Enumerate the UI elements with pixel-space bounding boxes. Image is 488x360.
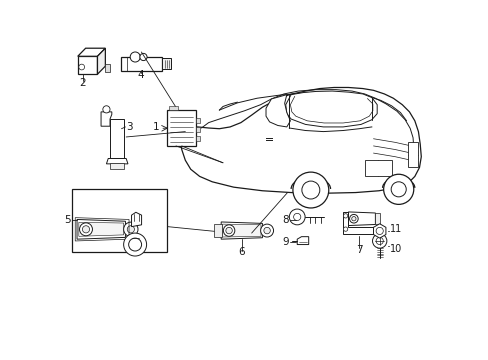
Text: 10: 10 <box>389 244 401 254</box>
Polygon shape <box>222 224 261 237</box>
Bar <box>407 142 418 167</box>
Circle shape <box>123 233 146 256</box>
Polygon shape <box>265 95 290 127</box>
Circle shape <box>351 217 355 221</box>
Polygon shape <box>297 237 308 244</box>
Polygon shape <box>162 58 171 69</box>
Circle shape <box>343 227 347 231</box>
Bar <box>196 136 199 140</box>
Bar <box>196 118 199 123</box>
Circle shape <box>343 214 347 218</box>
Circle shape <box>130 52 140 62</box>
Circle shape <box>372 234 386 248</box>
Bar <box>214 224 222 237</box>
Circle shape <box>289 209 305 225</box>
Bar <box>375 213 379 225</box>
Polygon shape <box>180 87 421 193</box>
Bar <box>196 127 199 132</box>
Polygon shape <box>97 48 105 74</box>
Polygon shape <box>343 212 375 234</box>
Bar <box>110 163 124 169</box>
Circle shape <box>264 227 270 234</box>
Polygon shape <box>121 57 162 71</box>
Circle shape <box>383 174 413 204</box>
Polygon shape <box>131 212 142 226</box>
Polygon shape <box>348 212 375 226</box>
Polygon shape <box>101 112 112 126</box>
Polygon shape <box>373 224 385 238</box>
Circle shape <box>123 222 138 237</box>
Bar <box>169 106 178 110</box>
Circle shape <box>102 106 110 113</box>
Circle shape <box>260 224 273 237</box>
Circle shape <box>293 213 300 221</box>
Circle shape <box>292 172 328 208</box>
Polygon shape <box>285 91 376 127</box>
Circle shape <box>375 237 383 244</box>
Bar <box>72 189 167 252</box>
Text: 4: 4 <box>137 70 143 80</box>
Text: 7: 7 <box>355 245 362 255</box>
Bar <box>105 64 109 72</box>
Circle shape <box>225 227 232 234</box>
Circle shape <box>301 181 319 199</box>
Polygon shape <box>79 222 123 236</box>
Circle shape <box>79 64 84 70</box>
Circle shape <box>223 225 234 236</box>
Text: 8: 8 <box>282 215 289 225</box>
Text: 1: 1 <box>153 122 160 132</box>
Circle shape <box>127 226 134 233</box>
Circle shape <box>80 223 92 236</box>
Polygon shape <box>77 220 125 239</box>
Polygon shape <box>78 48 105 56</box>
Text: 6: 6 <box>238 247 244 257</box>
Circle shape <box>82 226 89 233</box>
Polygon shape <box>78 56 97 74</box>
Polygon shape <box>110 119 124 158</box>
Text: 5: 5 <box>64 215 70 225</box>
Circle shape <box>140 53 147 60</box>
Text: 3: 3 <box>125 122 132 132</box>
Circle shape <box>375 227 383 234</box>
Circle shape <box>349 215 357 223</box>
Polygon shape <box>221 222 262 239</box>
Polygon shape <box>167 110 196 146</box>
Circle shape <box>128 238 142 251</box>
Text: 11: 11 <box>389 225 401 234</box>
Bar <box>364 160 391 176</box>
Polygon shape <box>106 158 128 164</box>
Circle shape <box>390 182 406 197</box>
Text: 2: 2 <box>79 78 86 88</box>
Text: 9: 9 <box>282 237 289 247</box>
